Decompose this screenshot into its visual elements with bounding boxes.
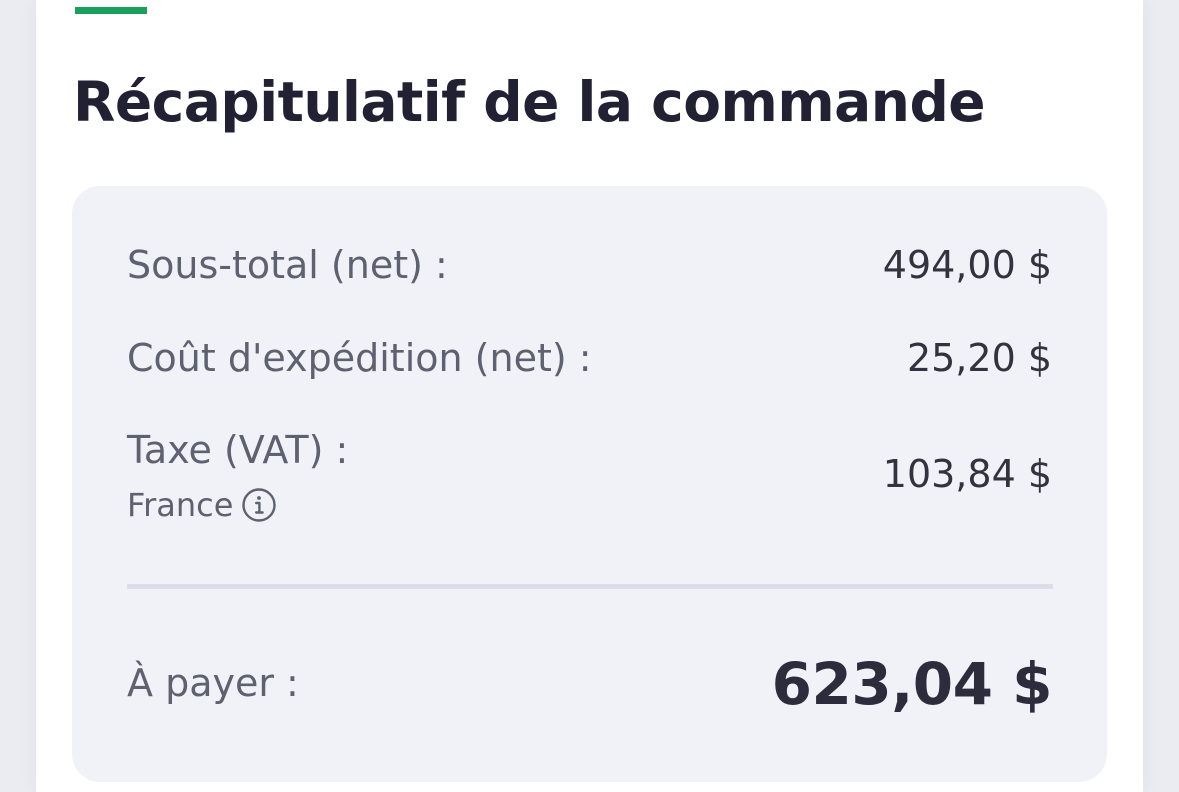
total-value: 623,04 $	[771, 650, 1053, 718]
divider	[127, 584, 1053, 589]
page-title: Récapitulatif de la commande	[73, 70, 986, 134]
shipping-label: Coût d'expédition (net) :	[127, 336, 592, 380]
subtotal-value: 494,00 $	[882, 243, 1052, 287]
tax-country: France	[127, 486, 277, 524]
subtotal-row: Sous-total (net) : 494,00 $	[127, 243, 1052, 293]
shipping-row: Coût d'expédition (net) : 25,20 $	[127, 336, 1052, 386]
shipping-value: 25,20 $	[906, 336, 1052, 380]
info-icon[interactable]	[241, 487, 277, 523]
subtotal-label: Sous-total (net) :	[127, 243, 448, 287]
tax-country-label: France	[127, 486, 234, 524]
tax-label: Taxe (VAT) :	[127, 428, 349, 472]
total-row: À payer : 623,04 $	[127, 650, 1053, 722]
tax-row: Taxe (VAT) : France 103,84 $	[127, 428, 1052, 528]
total-label: À payer :	[127, 661, 299, 705]
summary-box	[72, 186, 1107, 782]
accent-bar	[75, 7, 147, 14]
tax-value: 103,84 $	[882, 452, 1052, 496]
